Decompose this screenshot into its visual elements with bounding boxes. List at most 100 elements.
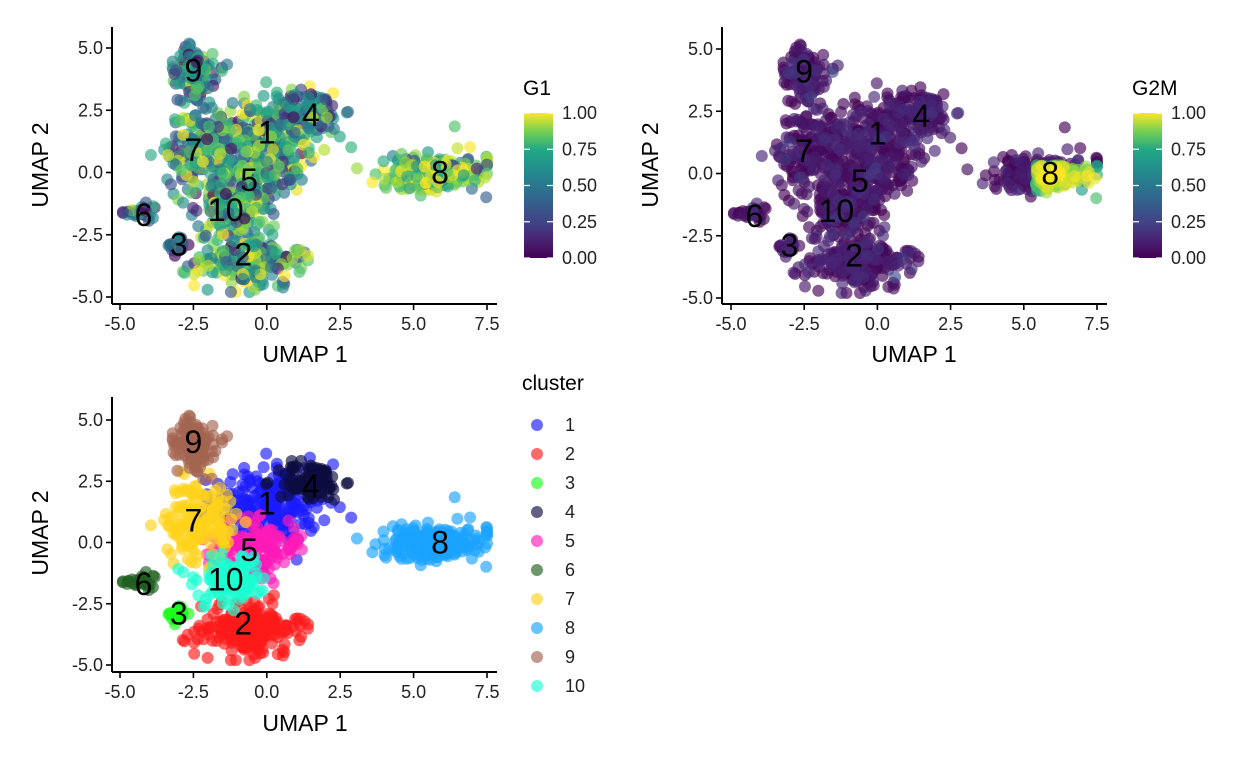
scatter-point xyxy=(251,475,264,487)
scatter-point xyxy=(264,501,277,513)
scatter-point xyxy=(302,91,315,104)
scatter-point xyxy=(366,176,379,189)
scatter-point xyxy=(188,279,201,292)
cluster-label-5: 5 xyxy=(240,162,258,198)
scatter-point xyxy=(908,139,921,152)
legend-swatch-1 xyxy=(531,419,543,431)
scatter-point xyxy=(747,209,760,222)
scatter-point xyxy=(162,149,175,162)
cluster-label-10: 10 xyxy=(208,192,244,228)
scatter-point xyxy=(260,447,273,460)
scatter-point xyxy=(901,184,914,197)
scatter-point xyxy=(787,266,800,279)
scatter-point xyxy=(470,162,483,175)
y-tick-label: 5.0 xyxy=(78,410,103,430)
scatter-point xyxy=(302,249,315,262)
y-tick-label: -5.0 xyxy=(72,655,103,675)
colorbar-tick-label: 0.00 xyxy=(1171,248,1206,268)
scatter-point xyxy=(246,205,259,218)
scatter-point xyxy=(228,244,241,257)
scatter-point xyxy=(192,254,205,267)
scatter-point xyxy=(185,186,198,199)
scatter-point xyxy=(192,220,205,233)
scatter-point xyxy=(826,65,839,78)
scatter-point xyxy=(192,80,205,93)
y-tick-label: 0.0 xyxy=(78,533,103,553)
y-tick-label: -2.5 xyxy=(72,594,103,614)
scatter-point xyxy=(227,235,240,248)
scatter-point xyxy=(921,132,934,145)
scatter-point xyxy=(201,651,214,664)
scatter-point xyxy=(872,243,884,256)
scatter-point xyxy=(171,464,184,477)
scatter-point xyxy=(205,180,218,193)
scatter-point xyxy=(306,111,319,124)
scatter-point xyxy=(289,613,302,625)
scatter-point xyxy=(185,556,198,569)
scatter-point xyxy=(987,156,1000,169)
scatter-point xyxy=(377,525,390,538)
scatter-point xyxy=(252,494,265,507)
y-axis-title: UMAP 2 xyxy=(27,122,53,207)
scatter-point xyxy=(205,101,218,114)
scatter-point xyxy=(1035,159,1048,172)
scatter-point xyxy=(345,511,358,524)
scatter-point xyxy=(883,162,896,175)
scatter-point xyxy=(859,284,872,297)
scatter-point xyxy=(322,120,335,133)
scatter-point xyxy=(816,102,829,115)
scatter-point xyxy=(857,210,870,223)
scatter-point xyxy=(177,128,190,141)
cluster-label-9: 9 xyxy=(185,52,203,88)
scatter-point xyxy=(203,120,215,133)
x-axis-title: UMAP 1 xyxy=(871,341,956,367)
scatter-point xyxy=(470,532,483,545)
scatter-point xyxy=(219,264,232,277)
scatter-point xyxy=(302,516,315,529)
x-tick-label: 2.5 xyxy=(328,682,353,702)
scatter-point xyxy=(214,110,227,123)
cluster-label-6: 6 xyxy=(135,197,153,233)
scatter-point xyxy=(266,597,279,610)
scatter-point xyxy=(828,214,841,227)
scatter-point xyxy=(481,158,493,171)
scatter-point xyxy=(267,208,280,220)
scatter-point xyxy=(278,270,291,283)
scatter-point xyxy=(295,543,308,556)
scatter-point xyxy=(171,93,184,106)
scatter-point xyxy=(236,273,249,285)
scatter-point xyxy=(173,77,186,90)
x-tick-label: -2.5 xyxy=(178,314,209,334)
scatter-point xyxy=(222,207,235,219)
scatter-point xyxy=(226,97,239,109)
x-tick-label: -2.5 xyxy=(178,682,209,702)
scatter-point xyxy=(826,227,839,240)
scatter-point xyxy=(399,526,412,539)
scatter-point xyxy=(221,58,234,71)
scatter-point xyxy=(775,239,788,252)
scatter-point xyxy=(848,162,861,175)
scatter-point xyxy=(441,180,454,193)
scatter-point xyxy=(260,76,273,89)
legend-swatch-4 xyxy=(531,506,543,518)
scatter-point xyxy=(810,230,823,243)
scatter-point xyxy=(283,543,296,556)
cluster-label-3: 3 xyxy=(170,227,188,263)
legend-swatch-9 xyxy=(531,651,543,663)
legend-label-2: 2 xyxy=(565,444,575,464)
scatter-point xyxy=(976,177,989,190)
x-tick-label: 5.0 xyxy=(401,682,426,702)
scatter-point xyxy=(288,152,301,165)
scatter-point xyxy=(1010,154,1023,167)
scatter-point xyxy=(863,140,876,153)
colorbar-tick-label: 0.75 xyxy=(1171,139,1206,159)
scatter-point xyxy=(116,575,129,588)
legend-label-6: 6 xyxy=(565,560,575,580)
scatter-point xyxy=(219,188,232,200)
scatter-point xyxy=(216,167,228,180)
scatter-point xyxy=(201,283,214,296)
scatter-point xyxy=(187,545,200,558)
scatter-point xyxy=(867,193,880,206)
scatter-point xyxy=(177,566,190,579)
